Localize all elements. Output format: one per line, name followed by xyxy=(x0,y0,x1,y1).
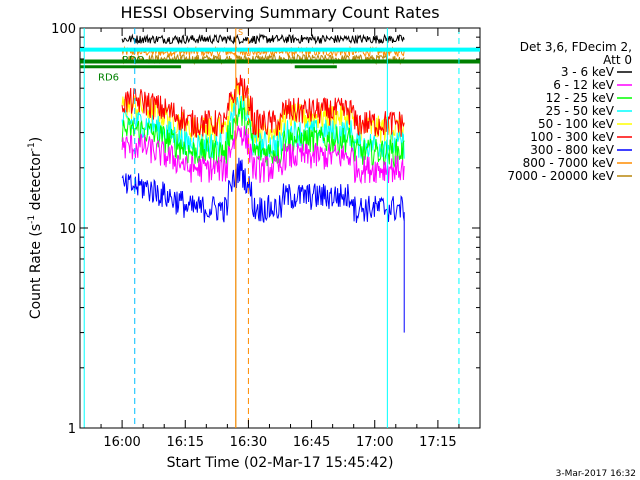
series-line-1 xyxy=(121,125,405,185)
legend-entry-label: 50 - 100 keV xyxy=(538,117,615,131)
series-line-0 xyxy=(121,33,405,45)
legend-entry-label: 3 - 6 keV xyxy=(561,65,615,79)
chart-title: HESSI Observing Summary Count Rates xyxy=(120,3,439,22)
plot-frame xyxy=(79,27,481,429)
legend-entry-label: 800 - 7000 keV xyxy=(523,156,615,170)
legend-entry-label: 25 - 50 keV xyxy=(546,104,615,118)
x-axis-ticks: 16:00 16:15 16:30 16:45 17:00 17:15 xyxy=(79,28,481,450)
x-tick-label: 16:30 xyxy=(230,435,267,450)
y-axis-label: Count Rate (s-1 detector-1) xyxy=(27,137,44,319)
legend-header-line: Det 3,6, FDecim 2, xyxy=(520,40,632,54)
series-line-5 xyxy=(121,74,405,138)
legend-entry-label: 7000 - 20000 keV xyxy=(507,169,614,183)
peak-marker: S xyxy=(238,28,243,37)
y-tick-label: 100 xyxy=(51,22,76,37)
x-axis-label: Start Time (02-Mar-17 15:45:42) xyxy=(167,455,394,471)
legend-entry-label: 300 - 800 keV xyxy=(530,143,614,157)
legend-header-line: Att 0 xyxy=(603,53,632,67)
rdo-label: RDO xyxy=(122,55,145,66)
x-tick-label: 16:15 xyxy=(167,435,204,450)
y-tick-label: 1 xyxy=(68,422,76,437)
legend-entry-label: 100 - 300 keV xyxy=(530,130,614,144)
rd6-label: RD6 xyxy=(98,72,119,83)
x-tick-label: 16:00 xyxy=(103,435,140,450)
series-line-6 xyxy=(121,157,405,223)
legend-entry-label: 12 - 25 keV xyxy=(546,91,615,105)
y-axis-ticks: 1 10 100 xyxy=(51,22,480,437)
generation-timestamp: 3-Mar-2017 16:32 xyxy=(556,469,636,479)
legend-entry-label: 6 - 12 keV xyxy=(553,78,615,92)
series-line-2 xyxy=(121,101,405,169)
series-layer xyxy=(121,33,405,428)
series-line-3 xyxy=(121,95,405,159)
vertical-lines-layer xyxy=(83,28,460,428)
x-tick-label: 17:00 xyxy=(356,435,393,450)
x-tick-label: 16:45 xyxy=(293,435,330,450)
x-tick-label: 17:15 xyxy=(419,435,456,450)
y-tick-label: 10 xyxy=(59,222,76,237)
